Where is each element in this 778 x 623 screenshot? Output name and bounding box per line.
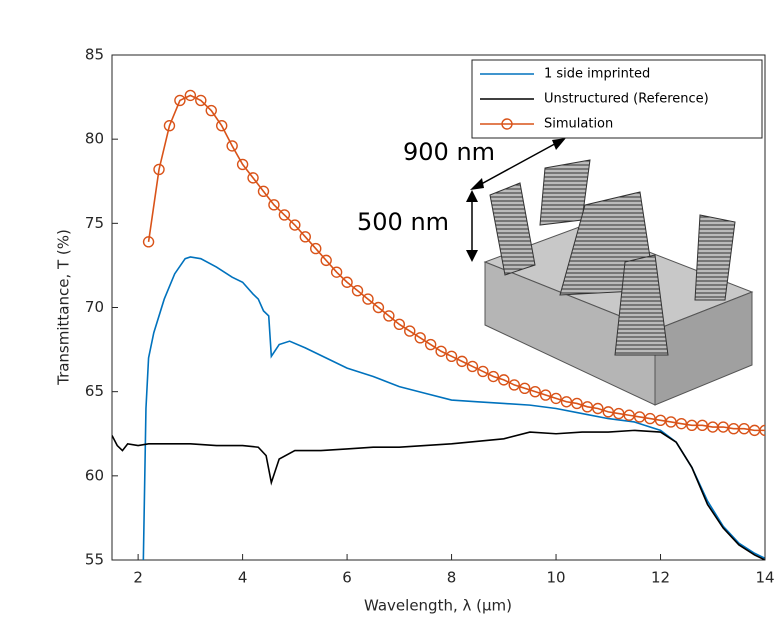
y-tick-label: 75 xyxy=(85,214,104,232)
y-tick-label: 60 xyxy=(85,466,104,484)
annotation: 500 nm xyxy=(357,208,449,236)
y-tick-label: 85 xyxy=(85,46,104,64)
x-tick-label: 10 xyxy=(546,569,565,587)
legend: 1 side imprinted Unstructured (Reference)… xyxy=(472,60,762,138)
y-tick-label: 80 xyxy=(85,130,104,148)
x-tick-label: 14 xyxy=(755,569,774,587)
legend-label: Unstructured (Reference) xyxy=(544,92,709,107)
y-tick-label: 70 xyxy=(85,298,104,316)
y-tick-label: 65 xyxy=(85,382,104,400)
annotation: 900 nm xyxy=(403,138,495,166)
x-tick-label: 2 xyxy=(133,569,143,587)
y-axis-label: Transmittance, T (%) xyxy=(55,229,73,386)
y-tick-label: 55 xyxy=(85,551,104,569)
x-tick-label: 4 xyxy=(238,569,248,587)
legend-label: 1 side imprinted xyxy=(544,67,650,82)
x-tick-label: 8 xyxy=(447,569,457,587)
chart: Wavelength, λ (µm) Transmittance, T (%) … xyxy=(0,0,778,623)
x-axis-label: Wavelength, λ (µm) xyxy=(364,597,512,615)
x-tick-label: 12 xyxy=(651,569,670,587)
legend-label: Simulation xyxy=(544,117,613,132)
x-tick-label: 6 xyxy=(342,569,352,587)
page: {"chart_data": {"type": "line", "xlabel"… xyxy=(0,0,778,623)
